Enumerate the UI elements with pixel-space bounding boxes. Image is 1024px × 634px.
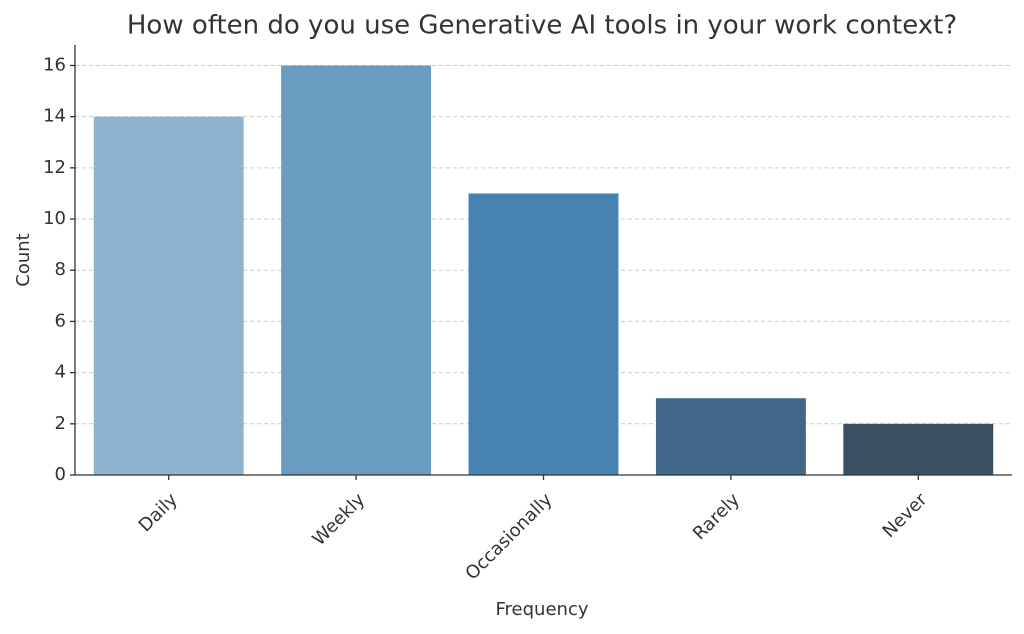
chart-title: How often do you use Generative AI tools…: [127, 11, 957, 41]
y-tick-label: 6: [55, 310, 66, 331]
bar: [281, 65, 432, 475]
y-axis-label: Count: [13, 233, 34, 286]
x-tick-label: Weekly: [308, 489, 369, 550]
bar: [93, 116, 244, 476]
y-tick-label: 0: [55, 464, 66, 485]
x-tick-label: Daily: [135, 489, 182, 536]
y-tick-label: 16: [43, 54, 66, 75]
x-axis-label: Frequency: [496, 599, 589, 620]
x-tick-label: Rarely: [689, 489, 744, 544]
y-tick-label: 10: [43, 208, 66, 229]
y-tick-label: 14: [43, 106, 66, 127]
bar: [655, 398, 806, 475]
x-tick-label: Occasionally: [461, 489, 556, 584]
y-tick-label: 4: [55, 362, 66, 383]
bar: [468, 193, 619, 475]
x-tick-label: Never: [879, 489, 932, 542]
y-tick-label: 8: [55, 259, 66, 280]
y-tick-label: 2: [55, 413, 66, 434]
bar: [843, 423, 994, 475]
y-tick-label: 12: [43, 157, 66, 178]
